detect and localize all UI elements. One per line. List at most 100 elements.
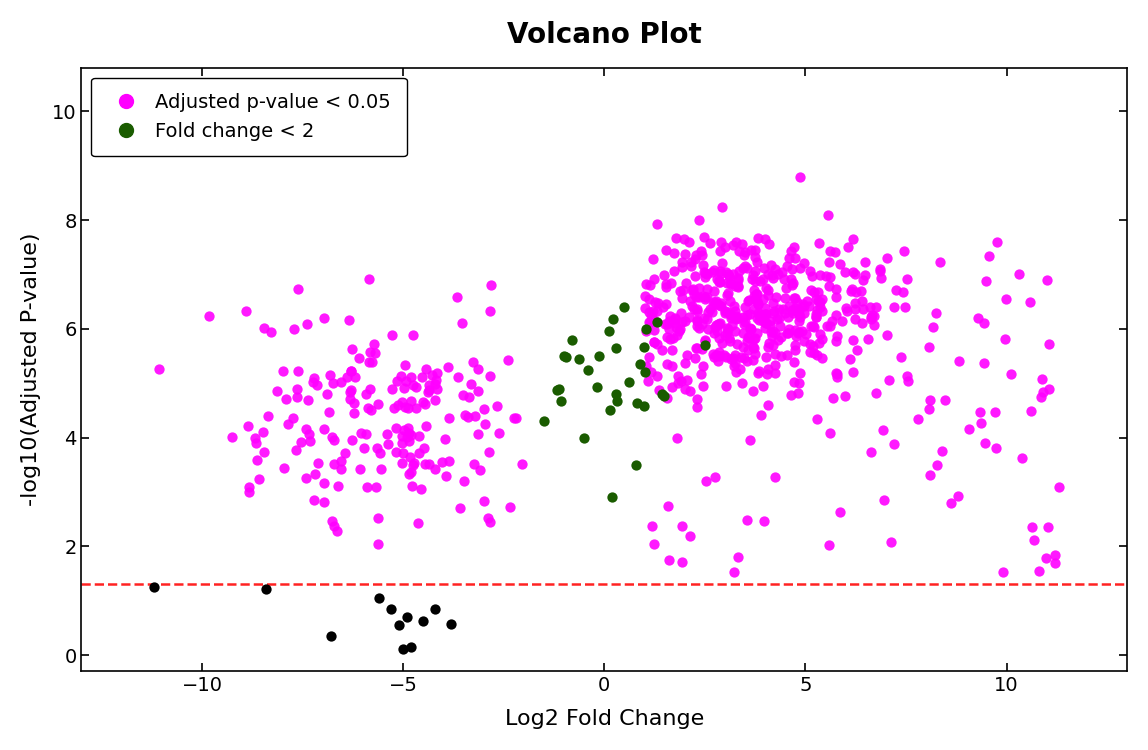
Point: [770, 320, 789, 332]
Point: [649, 297, 667, 309]
Point: [754, 380, 773, 392]
Point: [708, 319, 727, 331]
Point: [636, 290, 654, 302]
Point: [639, 306, 658, 318]
Point: [645, 323, 664, 335]
Point: [688, 401, 706, 413]
Point: [688, 393, 706, 405]
Point: [428, 368, 447, 380]
Point: [635, 366, 653, 378]
Point: [805, 286, 823, 298]
Point: [705, 265, 723, 277]
Point: [817, 320, 836, 332]
Point: [768, 313, 786, 325]
Point: [871, 266, 890, 278]
Point: [711, 274, 729, 286]
Point: [748, 298, 767, 310]
Point: [734, 327, 752, 339]
Point: [722, 309, 740, 321]
Point: [754, 273, 773, 285]
Point: [862, 446, 881, 458]
Point: [860, 302, 878, 313]
Point: [692, 318, 711, 330]
Point: [734, 238, 752, 250]
Point: [580, 364, 598, 376]
Point: [300, 427, 318, 439]
Point: [745, 284, 763, 296]
Point: [804, 270, 822, 282]
Point: [481, 305, 499, 317]
Point: [603, 491, 621, 503]
Point: [759, 341, 777, 353]
Point: [363, 356, 381, 368]
Point: [413, 396, 432, 408]
Point: [279, 418, 297, 430]
Point: [676, 357, 695, 369]
Point: [239, 420, 257, 432]
Point: [778, 349, 797, 361]
Point: [836, 266, 854, 278]
Point: [688, 304, 706, 316]
Point: [505, 412, 523, 424]
Point: [391, 370, 410, 382]
Point: [695, 312, 713, 324]
Point: [680, 236, 698, 248]
Point: [730, 244, 748, 256]
Point: [673, 520, 691, 532]
Point: [716, 242, 735, 254]
Point: [400, 469, 418, 481]
Point: [899, 374, 917, 386]
Point: [654, 301, 673, 313]
Point: [747, 296, 766, 307]
Point: [698, 268, 716, 280]
Point: [995, 333, 1014, 345]
Point: [693, 290, 712, 302]
Point: [304, 372, 323, 384]
Point: [757, 308, 775, 320]
Point: [658, 280, 676, 292]
Point: [316, 312, 334, 324]
Point: [960, 423, 978, 435]
Point: [1034, 386, 1053, 398]
Point: [707, 325, 726, 337]
Point: [557, 351, 575, 363]
Point: [662, 277, 681, 289]
Point: [726, 304, 744, 316]
Point: [740, 322, 759, 334]
Point: [274, 462, 293, 474]
Point: [744, 340, 762, 352]
Point: [820, 280, 838, 292]
Point: [712, 236, 730, 248]
Point: [941, 497, 960, 509]
Point: [773, 350, 791, 362]
Point: [385, 402, 403, 414]
Point: [745, 333, 763, 345]
Point: [639, 350, 658, 362]
Point: [357, 388, 375, 400]
Point: [608, 395, 627, 407]
Point: [777, 282, 796, 294]
Point: [639, 293, 658, 305]
Point: [729, 272, 747, 284]
Point: [703, 266, 721, 278]
Point: [696, 292, 714, 304]
Point: [762, 326, 781, 338]
Point: [359, 356, 378, 368]
Point: [763, 297, 782, 309]
Point: [335, 447, 354, 459]
Point: [688, 341, 706, 353]
Point: [682, 256, 700, 268]
Point: [343, 343, 362, 355]
Point: [695, 266, 713, 278]
Point: [711, 276, 729, 288]
Point: [755, 262, 774, 274]
Point: [933, 446, 952, 458]
Point: [402, 466, 420, 478]
Point: [607, 388, 626, 400]
Point: [332, 376, 350, 388]
Point: [657, 318, 675, 330]
Point: [647, 304, 666, 316]
Point: [370, 592, 388, 604]
Point: [736, 260, 754, 272]
Point: [650, 384, 668, 396]
